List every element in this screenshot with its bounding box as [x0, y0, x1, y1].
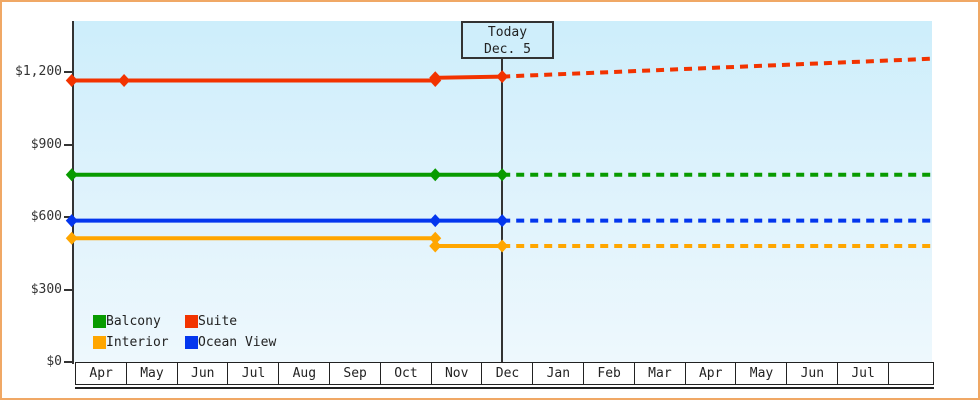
y-tick-label-600: $600: [30, 209, 62, 224]
y-tick-label-900: $900: [30, 136, 62, 152]
today-date: Dec. 5: [484, 42, 531, 57]
legend-label: Balcony: [106, 313, 161, 329]
legend-label: Interior: [106, 334, 169, 350]
month-cell-sep-5: Sep: [328, 362, 382, 385]
y-tick-mark: [64, 288, 72, 291]
legend-label: Ocean View: [198, 334, 277, 350]
plot-area: [74, 21, 932, 362]
month-cell-jun-14: Jun: [786, 362, 839, 385]
month-cell-nov-7: Nov: [430, 362, 483, 385]
legend-item-ocean-view: Ocean View: [185, 334, 277, 350]
today-vertical-line: [501, 59, 503, 362]
month-cell-oct-6: Oct: [379, 362, 433, 385]
month-cell-feb-10: Feb: [582, 362, 636, 385]
legend-swatch-suite: [185, 314, 198, 328]
y-tick-label-0: $0: [46, 354, 62, 369]
legend-item-suite: Suite: [185, 313, 276, 329]
y-tick-mark: [64, 216, 72, 218]
legend-swatch-interior: [93, 335, 106, 349]
y-tick-mark: [64, 143, 72, 146]
month-cell-apr-0: Apr: [75, 362, 128, 385]
month-cell-may-13: May: [735, 362, 788, 385]
y-tick-label-1200: $1,200: [15, 64, 62, 79]
month-cell-jun-2: Jun: [176, 362, 229, 385]
legend-label: Suite: [198, 313, 238, 329]
month-cell-jan-9: Jan: [532, 362, 585, 385]
month-cell-jul-3: Jul: [227, 362, 280, 385]
y-tick-mark: [64, 71, 72, 73]
legend-swatch-balcony: [93, 314, 106, 328]
month-cell-aug-4: Aug: [278, 362, 331, 385]
y-tick-mark: [64, 361, 72, 363]
x-axis-month-band: Apr May Jun Jul Aug Sep Oct Nov Dec Jan Feb Mar Apr M…: [75, 362, 934, 385]
legend-item-interior: Interior: [93, 334, 185, 350]
today-label: Today: [487, 25, 528, 40]
month-cell-dec-8: Dec: [481, 362, 534, 385]
legend: Balcony Suite Interior Ocean View: [93, 313, 277, 350]
y-axis-line: [72, 21, 74, 364]
month-cell-jul-15: Jul: [836, 362, 890, 385]
month-cell-may-1: May: [125, 362, 179, 385]
month-cell-empty: [887, 362, 934, 385]
legend-swatch-ocean-view: [185, 335, 198, 349]
month-cell-mar-11: Mar: [633, 362, 687, 385]
month-cell-apr-12: Apr: [684, 362, 737, 385]
today-marker-box: Today Dec. 5: [461, 21, 554, 59]
legend-item-balcony: Balcony: [93, 313, 185, 329]
x-axis-baseline: [75, 386, 934, 389]
y-tick-label-300: $300: [30, 281, 62, 297]
